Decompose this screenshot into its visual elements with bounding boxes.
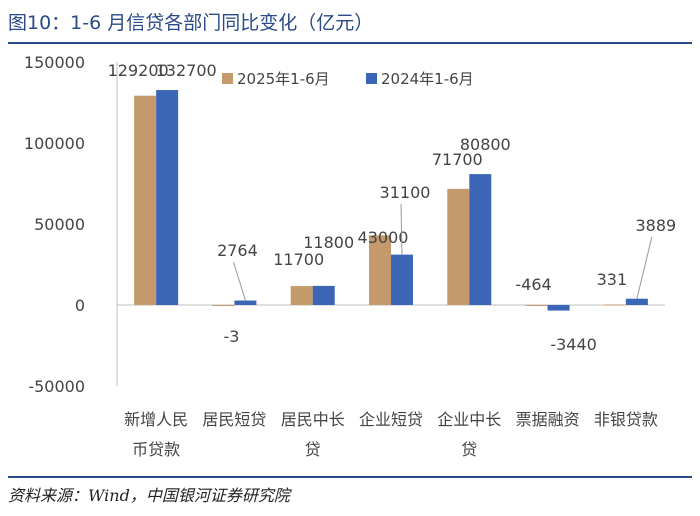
bar-2025 xyxy=(134,95,157,305)
x-tick-label: 新增人民 xyxy=(124,410,188,429)
title-rule xyxy=(8,42,692,44)
y-tick-label: 100000 xyxy=(24,134,85,153)
bar-2025 xyxy=(212,305,235,306)
bar-2025 xyxy=(369,235,391,305)
data-label: 11800 xyxy=(303,233,354,252)
bar-2024 xyxy=(391,254,413,305)
data-label: 11700 xyxy=(273,250,324,269)
source-note: 资料来源：Wind，中国银河证券研究院 xyxy=(8,486,290,505)
data-label: 3889 xyxy=(635,216,676,235)
bar-2024 xyxy=(469,174,492,305)
bar-2025 xyxy=(603,304,626,306)
y-tick-label: -50000 xyxy=(28,377,85,396)
data-label: -3440 xyxy=(550,335,597,354)
bar-2024 xyxy=(156,90,179,305)
legend-swatch xyxy=(222,73,233,84)
data-label: 129200 xyxy=(108,61,169,80)
bar-2025 xyxy=(525,305,548,306)
y-tick-label: 0 xyxy=(75,296,85,315)
bar-2024 xyxy=(234,300,257,305)
x-tick-label: 企业短贷 xyxy=(359,410,423,429)
data-label: 331 xyxy=(597,270,628,289)
data-label: -3 xyxy=(223,327,239,346)
bar-2024 xyxy=(625,298,648,305)
data-label: 71700 xyxy=(432,150,483,169)
bar-2024 xyxy=(312,285,335,305)
data-label: -464 xyxy=(515,275,551,294)
y-tick-label: 150000 xyxy=(24,53,85,72)
legend-label: 2024年1-6月 xyxy=(381,70,474,88)
data-label: 2764 xyxy=(217,241,258,260)
x-tick-label: 企业中长 xyxy=(437,410,501,429)
source-rule xyxy=(8,476,692,478)
data-label-leader xyxy=(232,261,246,301)
data-label: 43000 xyxy=(358,228,409,247)
bar-2025 xyxy=(290,286,313,305)
x-tick-label: 贷 xyxy=(305,440,321,459)
x-tick-label: 票据融资 xyxy=(516,410,580,429)
data-label-leader xyxy=(636,236,653,299)
data-label: 31100 xyxy=(380,183,431,202)
x-tick-label: 居民短贷 xyxy=(202,410,266,429)
data-label: 132700 xyxy=(156,61,217,80)
bar-2025 xyxy=(447,188,470,305)
y-tick-label: 50000 xyxy=(34,215,85,234)
x-tick-label: 币贷款 xyxy=(132,440,180,459)
data-label-leader xyxy=(400,203,403,255)
data-label: 80800 xyxy=(460,135,511,154)
x-tick-label: 非银贷款 xyxy=(594,410,658,429)
bar-2024 xyxy=(547,305,570,311)
x-tick-label: 贷 xyxy=(461,440,477,459)
figure-title: 图10：1-6 月信贷各部门同比变化（亿元） xyxy=(8,12,374,34)
x-tick-label: 居民中长 xyxy=(281,410,345,429)
legend-label: 2025年1-6月 xyxy=(237,70,330,88)
legend-swatch xyxy=(366,73,377,84)
